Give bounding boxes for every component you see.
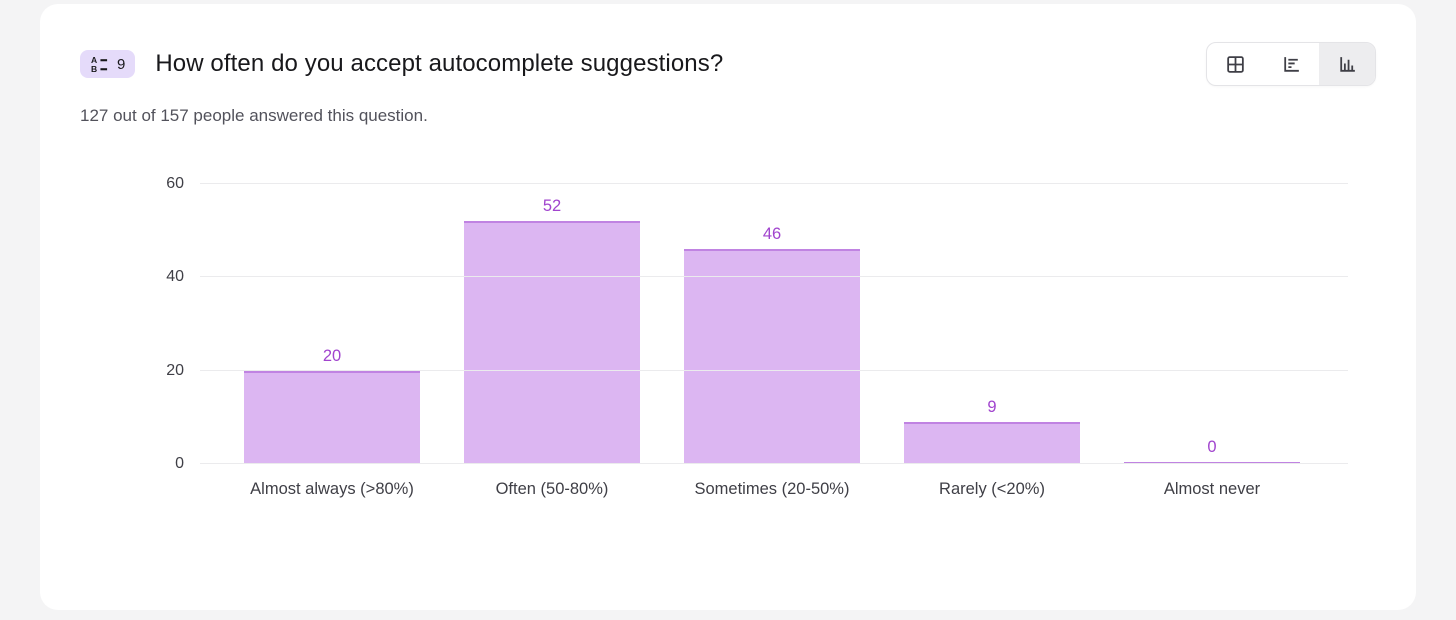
gridline [200, 369, 1348, 371]
chart-view-toggle [1206, 42, 1376, 86]
x-axis-category-label: Almost never [1163, 480, 1261, 498]
response-count-text: 127 out of 157 people answered this ques… [80, 106, 428, 125]
bar-band: 46 [662, 184, 882, 464]
x-axis-category-label: Sometimes (20-50%) [694, 480, 850, 498]
bars-row: 20 52 46 9 0 [222, 184, 1322, 464]
x-axis-category-label: Often (50-80%) [495, 480, 609, 498]
question-card: A B 9 How often do you accept autocomple… [40, 4, 1416, 610]
question-number-badge: A B 9 [80, 50, 136, 78]
x-axis-labels: Almost always (>80%) Often (50-80%) Someti… [200, 480, 1348, 499]
bar-chart: 20 52 46 9 0 0 20 40 60 Almost always (>80%) Oft… [80, 175, 1376, 499]
vertical-bar-view-button[interactable] [1319, 43, 1375, 85]
x-axis-category-label: Rarely (<20%) [939, 480, 1045, 498]
gridline [200, 463, 1348, 464]
plot-area: 20 52 46 9 0 0 20 40 60 [166, 175, 1348, 472]
svg-text:A: A [91, 55, 97, 65]
page-title: How often do you accept autocomplete sug… [155, 50, 724, 77]
x-axis-category-label: Almost always (>80%) [250, 480, 414, 498]
y-axis-tick-label: 20 [166, 361, 184, 379]
bar: 20 [244, 347, 420, 464]
gridline [200, 183, 1348, 184]
question-header: A B 9 How often do you accept autocomple… [80, 42, 1376, 86]
bar-value-label: 9 [987, 398, 997, 416]
choice-list-icon: A B [91, 55, 108, 74]
bar-band: 0 [1102, 184, 1322, 464]
bar-value-label: 52 [542, 197, 562, 216]
bar-value-label: 46 [762, 225, 782, 244]
bar: 9 [904, 398, 1080, 464]
bar-band: 52 [442, 184, 662, 464]
gridline [200, 276, 1348, 278]
question-number: 9 [117, 55, 126, 73]
horizontal-bar-chart-icon [1283, 56, 1299, 72]
bar: 52 [464, 197, 640, 464]
y-axis-tick-label: 60 [166, 175, 184, 192]
bar-value-label: 20 [322, 346, 342, 365]
vertical-bar-chart-icon [1339, 56, 1355, 72]
horizontal-bar-view-button[interactable] [1263, 43, 1319, 85]
bar: 46 [684, 225, 860, 464]
bar-band: 9 [882, 184, 1102, 464]
bar-value-label: 0 [1207, 438, 1217, 456]
table-view-button[interactable] [1207, 43, 1263, 85]
table-icon [1226, 55, 1244, 73]
svg-text:B: B [91, 64, 97, 74]
y-axis-tick-label: 40 [166, 268, 184, 286]
bar-band: 20 [222, 184, 442, 464]
y-axis-tick-label: 0 [175, 455, 184, 472]
